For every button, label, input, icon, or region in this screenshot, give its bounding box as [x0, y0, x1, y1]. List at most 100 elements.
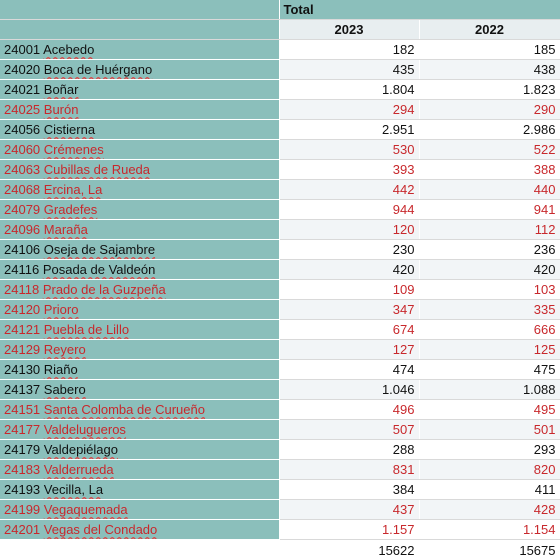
value-2023[interactable]: 120 [279, 220, 419, 240]
value-2022[interactable]: 1.823 [419, 80, 560, 100]
value-2022[interactable]: 475 [419, 360, 560, 380]
value-2023[interactable]: 384 [279, 480, 419, 500]
municipality-cell[interactable]: 24183 Valderrueda [0, 460, 279, 480]
value-2022[interactable]: 185 [419, 40, 560, 60]
value-2023[interactable]: 674 [279, 320, 419, 340]
value-2023[interactable]: 182 [279, 40, 419, 60]
municipality-cell[interactable]: 24137 Sabero [0, 380, 279, 400]
value-2022[interactable]: 420 [419, 260, 560, 280]
municipality-cell[interactable]: 24079 Gradefes [0, 200, 279, 220]
municipality-cell[interactable]: 24068 Ercina, La [0, 180, 279, 200]
value-2022[interactable]: 941 [419, 200, 560, 220]
value-2023[interactable]: 1.804 [279, 80, 419, 100]
municipality-cell[interactable]: 24116 Posada de Valdeón [0, 260, 279, 280]
value-2023[interactable]: 2.951 [279, 120, 419, 140]
municipality-cell[interactable]: 24199 Vegaquemada [0, 500, 279, 520]
municipality-cell[interactable]: 24193 Vecilla, La [0, 480, 279, 500]
value-2022[interactable]: 388 [419, 160, 560, 180]
municipality-cell[interactable]: 24020 Boca de Huérgano [0, 60, 279, 80]
value-2023[interactable]: 442 [279, 180, 419, 200]
municipality-cell[interactable]: 24063 Cubillas de Rueda [0, 160, 279, 180]
municipality-cell[interactable]: 24025 Burón [0, 100, 279, 120]
municipality-cell[interactable]: 24056 Cistierna [0, 120, 279, 140]
value-2023[interactable]: 420 [279, 260, 419, 280]
municipality-cell[interactable]: 24129 Reyero [0, 340, 279, 360]
municipality-cell[interactable]: 24021 Boñar [0, 80, 279, 100]
municipality-cell[interactable]: 24201 Vegas del Condado [0, 520, 279, 540]
value-2023[interactable]: 530 [279, 140, 419, 160]
value-2023[interactable]: 109 [279, 280, 419, 300]
value-2023[interactable]: 127 [279, 340, 419, 360]
municipality-cell[interactable]: 24177 Valdelugueros [0, 420, 279, 440]
value-2022[interactable]: 236 [419, 240, 560, 260]
value-2022[interactable]: 495 [419, 400, 560, 420]
value-2022[interactable]: 1.154 [419, 520, 560, 540]
value-2022[interactable]: 335 [419, 300, 560, 320]
value-2022[interactable]: 2.986 [419, 120, 560, 140]
value-2022[interactable]: 438 [419, 60, 560, 80]
value-2022[interactable]: 103 [419, 280, 560, 300]
municipality-cell[interactable]: 24106 Oseja de Sajambre [0, 240, 279, 260]
municipality-cell[interactable]: 24179 Valdepiélago [0, 440, 279, 460]
municipality-cell[interactable]: 24120 Prioro [0, 300, 279, 320]
value-2023[interactable]: 1.157 [279, 520, 419, 540]
value-2022[interactable]: 290 [419, 100, 560, 120]
value-2022[interactable]: 440 [419, 180, 560, 200]
value-2023[interactable]: 437 [279, 500, 419, 520]
value-2023[interactable]: 393 [279, 160, 419, 180]
municipality-cell[interactable]: 24118 Prado de la Guzpeña [0, 280, 279, 300]
value-2022[interactable]: 666 [419, 320, 560, 340]
municipality-cell[interactable]: 24096 Maraña [0, 220, 279, 240]
municipality-cell[interactable]: 24121 Puebla de Lillo [0, 320, 279, 340]
value-2022[interactable]: 293 [419, 440, 560, 460]
value-2023[interactable]: 474 [279, 360, 419, 380]
municipality-cell[interactable]: 24001 Acebedo [0, 40, 279, 60]
value-2023[interactable]: 831 [279, 460, 419, 480]
value-2022[interactable]: 428 [419, 500, 560, 520]
value-2023[interactable]: 288 [279, 440, 419, 460]
value-2023[interactable]: 944 [279, 200, 419, 220]
value-2022[interactable]: 501 [419, 420, 560, 440]
value-2022[interactable]: 112 [419, 220, 560, 240]
value-2023[interactable]: 435 [279, 60, 419, 80]
municipality-cell[interactable]: 24060 Crémenes [0, 140, 279, 160]
value-2023[interactable]: 294 [279, 100, 419, 120]
value-2022[interactable]: 820 [419, 460, 560, 480]
value-2022[interactable]: 411 [419, 480, 560, 500]
value-2022[interactable]: 522 [419, 140, 560, 160]
value-2023[interactable]: 230 [279, 240, 419, 260]
municipality-cell[interactable]: 24130 Riaño [0, 360, 279, 380]
value-2023[interactable]: 347 [279, 300, 419, 320]
value-2023[interactable]: 507 [279, 420, 419, 440]
municipality-cell[interactable]: 24151 Santa Colomba de Curueño [0, 400, 279, 420]
value-2022[interactable]: 1.088 [419, 380, 560, 400]
value-2023[interactable]: 496 [279, 400, 419, 420]
value-2023[interactable]: 1.046 [279, 380, 419, 400]
value-2022[interactable]: 125 [419, 340, 560, 360]
